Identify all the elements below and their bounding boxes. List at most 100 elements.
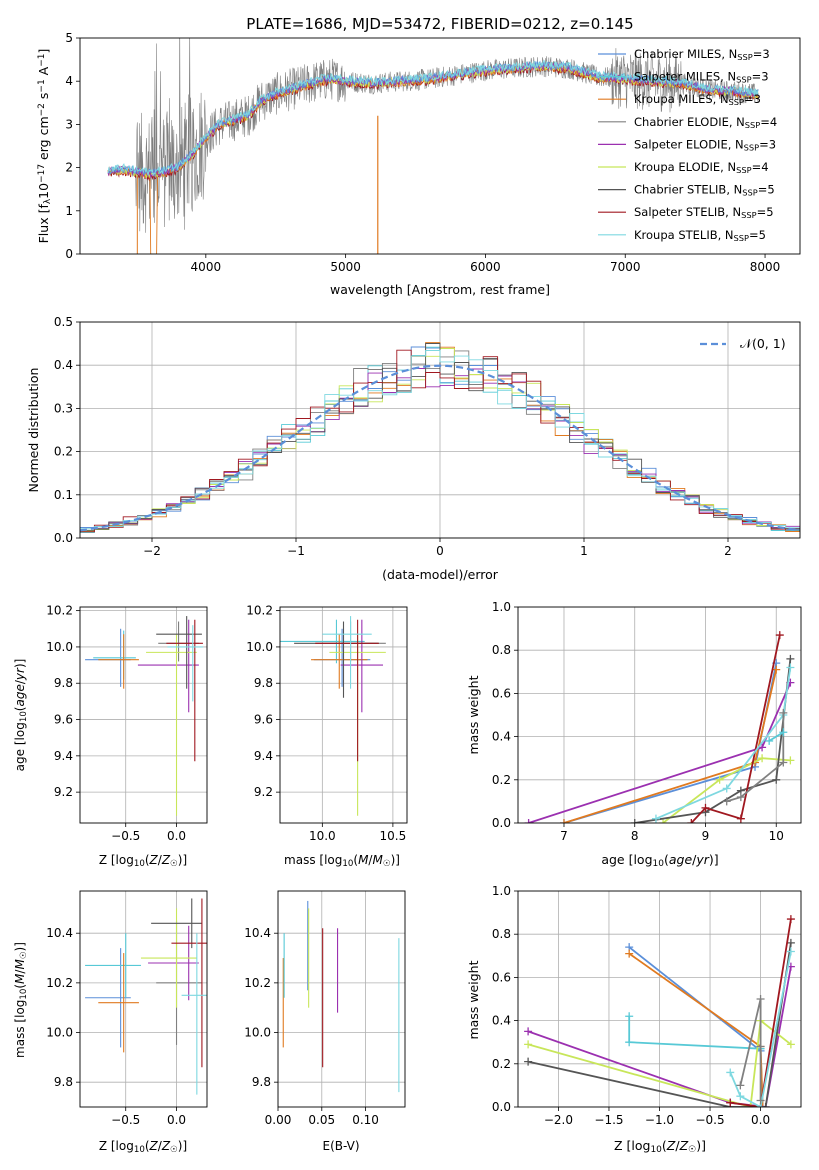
x-axis-label: (data-model)/error: [382, 567, 499, 582]
mass-weight-marker: [746, 1103, 755, 1107]
mass-weight-marker: [659, 819, 668, 823]
mass-weight-line: [655, 667, 792, 820]
mass-weight-marker: [736, 1092, 745, 1101]
x-axis-label: Z [log10(Z/Z☉)]: [99, 853, 187, 869]
y-tick-label: 1.0: [492, 600, 511, 614]
plot-area: [280, 607, 407, 823]
mass-weight-marker: [687, 819, 696, 823]
legend-entry: Kroupa ELODIE, NSSP=4: [634, 160, 769, 175]
x-tick-label: 0: [436, 544, 444, 558]
mass-weight-line: [690, 634, 781, 823]
y-tick-label: 0.2: [492, 773, 511, 787]
y-tick-label: 0: [65, 247, 73, 261]
x-tick-label: 10: [769, 829, 784, 843]
model-spectrum-line: [107, 60, 759, 177]
x-tick-label: 7: [560, 829, 568, 843]
y-tick-label: 10.0: [46, 640, 73, 654]
y-axis-label: Normed distribution: [26, 368, 41, 493]
legend-entry: Kroupa STELIB, NSSP=5: [634, 228, 766, 243]
y-tick-label: 9.4: [54, 749, 73, 763]
age-vs-mass-panel: 10.0 10.5 9.2 9.4 9.6 9.8 10.0 10.2 mass [log10(…: [246, 604, 408, 869]
x-tick-label: 1: [580, 544, 588, 558]
mass-weight-marker: [779, 758, 788, 767]
axes-frame: [517, 890, 802, 1108]
y-tick-label: 0.0: [492, 816, 511, 830]
mass-weight-line: [528, 682, 792, 823]
x-tick-label: 4000: [191, 260, 222, 274]
y-tick-label: 9.6: [54, 713, 73, 727]
x-tick-label: 10.5: [380, 829, 407, 843]
residual-histogram: [80, 350, 800, 530]
y-tick-label: 10.4: [46, 926, 73, 940]
mass-weight-marker: [786, 947, 795, 956]
x-tick-label: −1.5: [594, 1113, 623, 1127]
legend-entry: Chabrier STELIB, NSSP=5: [634, 183, 775, 198]
legend-entry: Salpeter ELODIE, NSSP=3: [634, 137, 776, 152]
y-tick-label: 2: [65, 161, 73, 175]
mass-weight-marker: [786, 756, 795, 765]
x-axis-label: mass [log10(M/M☉)]: [284, 853, 400, 869]
x-tick-label: 8: [631, 829, 639, 843]
x-tick-label: 0.0: [751, 1113, 770, 1127]
plot-area: [107, 38, 759, 254]
y-tick-label: 9.2: [254, 785, 273, 799]
mass-weight-marker: [524, 819, 533, 823]
spectrum-panel: 4000 5000 6000 7000 8000 0 1 2 3 4 5 Chabrier MILES…: [36, 31, 801, 297]
y-tick-label: 10.0: [46, 1026, 73, 1040]
age-vs-metallicity-panel: −0.5 0.0 9.2 9.4 9.6 9.8 10.0 10.2 Z [log10(Z/Z☉…: [13, 604, 208, 869]
mass-weight-marker: [701, 803, 710, 812]
y-tick-label: 0.8: [492, 927, 511, 941]
y-axis-label: Flux [fλ10−17 erg cm−2 s−1 A−1]: [36, 49, 53, 244]
y-tick-label: 0.2: [54, 445, 73, 459]
legend-entry: Salpeter STELIB, NSSP=5: [634, 205, 774, 220]
mass-weight-marker: [736, 814, 745, 823]
mass-weight-marker: [559, 819, 568, 823]
mass-weight-marker: [765, 736, 774, 745]
mass-weight-line: [726, 712, 785, 803]
y-tick-label: 10.0: [246, 640, 273, 654]
x-tick-label: 0.0: [167, 829, 186, 843]
y-tick-label: 10.2: [244, 976, 271, 990]
plot-area: [278, 891, 405, 1107]
mass-weight-marker: [651, 814, 660, 823]
y-tick-label: 9.8: [54, 676, 73, 690]
x-tick-label: 0.10: [352, 1113, 379, 1127]
y-tick-label: 10.4: [244, 926, 271, 940]
mass-weight-line: [628, 946, 764, 1107]
mass-weight-marker: [625, 1012, 634, 1021]
mass-vs-ebv-panel: 0.00 0.05 0.10 9.8 10.0 10.2 10.4 E(B-V): [244, 890, 406, 1153]
x-tick-label: −0.5: [111, 829, 140, 843]
x-tick-label: −0.5: [695, 1113, 724, 1127]
mass-weight-marker: [775, 631, 784, 640]
x-tick-label: 8000: [750, 260, 781, 274]
mass-weight-marker: [756, 1096, 765, 1105]
y-tick-label: 0.6: [492, 970, 511, 984]
mass-weight-marker: [524, 1057, 533, 1066]
y-tick-label: 9.8: [252, 1075, 271, 1089]
y-tick-label: 1: [65, 204, 73, 218]
axes-frame: [79, 890, 208, 1108]
x-tick-label: −0.5: [111, 1113, 140, 1127]
y-tick-label: 9.8: [254, 676, 273, 690]
x-tick-label: −1: [287, 544, 305, 558]
normal-distribution-curve: [80, 364, 800, 532]
mass-weight-marker: [722, 784, 731, 793]
mass-weight-marker: [772, 775, 781, 784]
y-tick-label: 0.4: [492, 730, 511, 744]
x-tick-label: 5000: [330, 260, 361, 274]
x-axis-label: Z [log10(Z/Z☉)]: [614, 1138, 706, 1155]
x-tick-label: −1.0: [645, 1113, 674, 1127]
legend-entry: Salpeter MILES, NSSP=3: [634, 70, 769, 85]
y-tick-label: 0.0: [492, 1100, 511, 1114]
x-tick-label: 7000: [610, 260, 641, 274]
legend-entry: 𝒩(0, 1): [740, 336, 786, 351]
mass-weight-marker: [726, 1068, 735, 1077]
y-axis-label: age [log10(age/yr)]: [13, 659, 29, 772]
x-tick-label: 6000: [470, 260, 501, 274]
y-tick-label: 4: [65, 74, 73, 88]
mass-weight-marker: [756, 995, 765, 1003]
axes-frame: [279, 606, 408, 824]
x-tick-label: 2: [724, 544, 732, 558]
y-tick-label: 0.0: [54, 531, 73, 545]
x-tick-label: 9: [702, 829, 710, 843]
